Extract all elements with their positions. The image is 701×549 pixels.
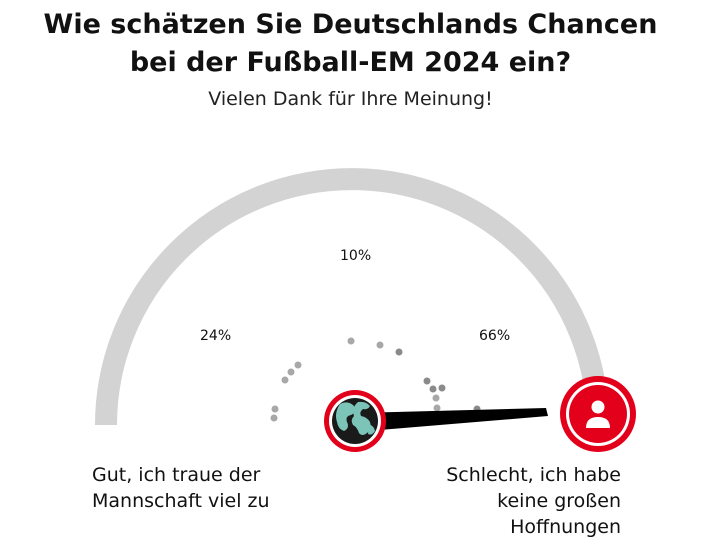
globe-icon [324, 390, 386, 452]
vote-dot [395, 348, 403, 356]
vote-dot [271, 405, 279, 413]
percent-label-right: 66% [479, 328, 511, 344]
percent-label-left: 24% [200, 328, 232, 344]
vote-dot [347, 337, 355, 345]
option-label-bad-line-3: Hoffnungen [510, 516, 621, 538]
vote-dot [438, 384, 446, 392]
option-label-bad-line-1: Schlecht, ich habe [446, 464, 621, 486]
vote-dot [432, 394, 440, 402]
percent-label-middle: 10% [340, 248, 372, 264]
vote-dot [433, 404, 441, 412]
vote-dots [270, 337, 481, 422]
vote-dot [287, 368, 295, 376]
title-line-1: Wie schätzen Sie Deutschlands Chancen [43, 9, 658, 40]
option-label-bad: Schlecht, ich habe keine großen Hoffnung… [446, 462, 621, 540]
page-subtitle: Vielen Dank für Ihre Meinung! [208, 88, 493, 110]
gauge-arc [95, 168, 609, 426]
vote-dot [270, 414, 278, 422]
option-label-good: Gut, ich traue der Mannschaft viel zu [92, 462, 270, 514]
title-line-2: bei der Fußball-EM 2024 ein? [129, 47, 572, 78]
vote-dot [281, 376, 289, 384]
vote-dot [376, 341, 384, 349]
option-label-good-line-1: Gut, ich traue der [92, 464, 261, 486]
vote-dot [294, 361, 302, 369]
option-label-bad-line-2: keine großen [497, 490, 621, 512]
option-label-good-line-2: Mannschaft viel zu [92, 490, 270, 512]
vote-dot [423, 377, 431, 385]
vote-dot [429, 385, 437, 393]
gauge-needle [356, 408, 548, 432]
user-icon [560, 376, 636, 452]
page-title: Wie schätzen Sie Deutschlands Chancen be… [0, 6, 701, 82]
